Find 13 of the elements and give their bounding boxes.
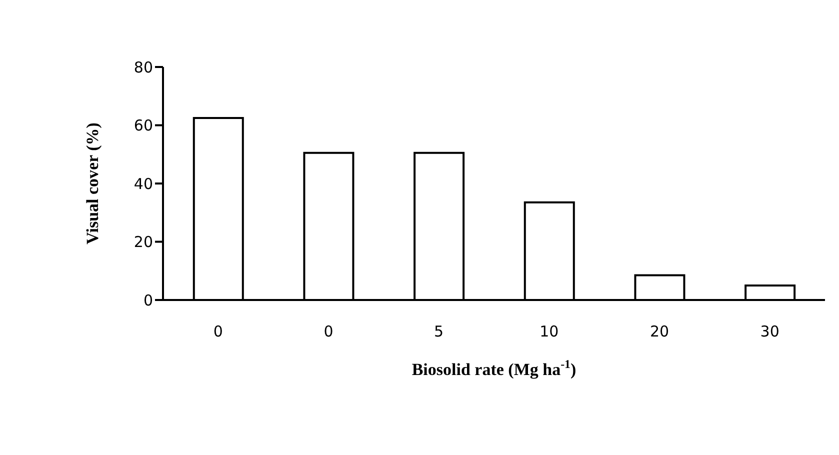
- x-axis-title: Biosolid rate (Mg ha$^{-1}$): [412, 357, 576, 379]
- y-tick-label: 40: [134, 174, 153, 193]
- y-tick-label: 0: [143, 291, 153, 310]
- y-tick-label: 20: [134, 233, 153, 252]
- x-tick-label: 0: [324, 322, 334, 341]
- x-tick-label: 5: [434, 322, 444, 341]
- y-tick-label: 80: [134, 58, 153, 76]
- x-tick-label: 20: [650, 322, 670, 341]
- y-axis-title: Visual cover (%): [83, 122, 102, 244]
- x-tick-label: 0: [213, 322, 223, 341]
- y-tick-label: 60: [134, 116, 153, 135]
- x-tick-label: 30: [760, 322, 780, 341]
- x-tick-label: 10: [540, 322, 559, 341]
